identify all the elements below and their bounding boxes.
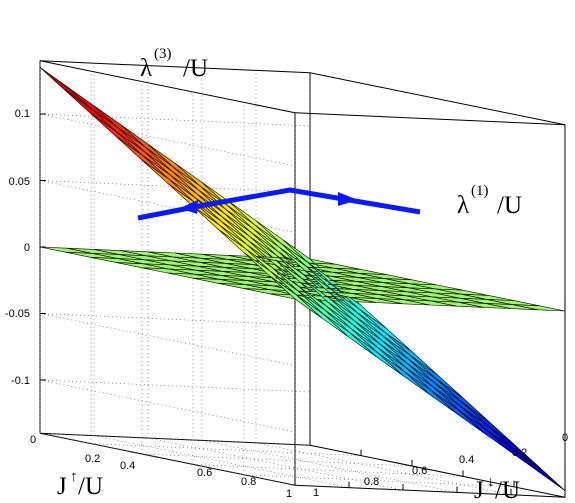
box-edge-back-5 xyxy=(294,112,566,126)
x-tick-label-3: 0.6 xyxy=(197,467,212,479)
svg-text:J: J xyxy=(474,477,484,503)
z-tick-label-0: 0.1 xyxy=(15,108,30,120)
box-edge-front-0 xyxy=(294,484,566,498)
surface-lambda3-patch-2-1 xyxy=(117,132,171,176)
surface-lambda3-patch-8-8 xyxy=(459,405,513,449)
surface-lambda3-patch-0-2 xyxy=(93,105,147,149)
level-path-arrows xyxy=(137,187,421,221)
surface-lambda3-patch-0-1 xyxy=(66,86,120,130)
svg-text:/U: /U xyxy=(78,473,103,500)
y-axis-label: J ↓ /U xyxy=(474,474,520,503)
box-edge-back-4 xyxy=(39,60,311,74)
arrow-head-left xyxy=(180,200,198,214)
y-tick-label-0: 0 xyxy=(562,432,568,444)
y-tick-label-4: 0.8 xyxy=(364,476,379,488)
y-tick-label-3: 0.6 xyxy=(412,465,427,477)
box-edge-back-8 xyxy=(39,432,311,446)
grid-z-wally-4 xyxy=(39,113,311,127)
svg-text:(1): (1) xyxy=(471,183,489,199)
surface-lambda3-patch-8-7 xyxy=(432,386,486,430)
svg-text:(3): (3) xyxy=(154,46,172,62)
surface-lambda3-patch-7-8 xyxy=(434,382,488,426)
x-tick-label-0: 0 xyxy=(30,434,36,446)
z-tick-label-1: 0.05 xyxy=(9,176,30,188)
svg-text:λ: λ xyxy=(457,192,469,219)
grid-z-wallx-4 xyxy=(39,113,296,167)
x-axis-label: J ↑ /U xyxy=(57,469,103,500)
arrow-head-right xyxy=(338,192,358,206)
grid-floor-y-3 xyxy=(201,440,458,493)
surface-lambda3-patch-1-1 xyxy=(92,109,146,153)
grid-floor-y-1 xyxy=(93,435,350,488)
grid-z-wallx-1 xyxy=(39,313,296,366)
x-tick-label-4: 0.8 xyxy=(241,476,256,488)
svg-text:/U: /U xyxy=(495,477,520,503)
svg-text:/U: /U xyxy=(497,192,522,219)
surface-label-lambda3: λ (3) /U xyxy=(140,46,208,82)
surface-lambda3-patch-0-0 xyxy=(39,67,93,111)
axis-ticks xyxy=(40,113,566,498)
surface-label-lambda1: λ (1) /U xyxy=(457,183,522,219)
surfaces xyxy=(39,67,566,491)
grid-floor-y-2 xyxy=(147,437,404,491)
surface-lambda3-patch-1-0 xyxy=(65,90,119,134)
z-tick-label-2: 0 xyxy=(24,242,30,254)
arrow-path-line xyxy=(137,187,421,221)
svg-text:↓: ↓ xyxy=(487,474,495,490)
y-tick-label-2: 0.4 xyxy=(459,454,474,466)
grid-floor-y-0 xyxy=(39,432,296,486)
grid-z-wallx-0 xyxy=(39,379,296,433)
y-tick-label-5: 1 xyxy=(313,487,319,499)
grid-z-wally-1 xyxy=(39,313,311,326)
grid-floor-y-4 xyxy=(255,442,512,496)
x-tick-label-1: 0.2 xyxy=(85,453,100,465)
surface-lambda3-patch-9-7 xyxy=(458,409,512,453)
svg-text:λ: λ xyxy=(140,55,152,82)
svg-text:↑: ↑ xyxy=(70,469,78,485)
surface-lambda3-patch-1-2 xyxy=(119,128,173,172)
box-edge-back-3 xyxy=(39,60,296,114)
axes-box-front xyxy=(294,124,566,498)
y-tick-label-1: 0.2 xyxy=(512,447,527,459)
x-tick-label-2: 0.4 xyxy=(120,460,135,472)
x-tick-label-5: 1 xyxy=(286,488,292,500)
box-edge-front-1 xyxy=(309,444,566,498)
svg-text:J: J xyxy=(57,473,67,500)
grid-z-wally-0 xyxy=(39,379,311,393)
svg-text:/U: /U xyxy=(183,55,208,82)
z-tick-label-4: -0.1 xyxy=(11,375,30,387)
z-tick-label-3: -0.05 xyxy=(5,308,30,320)
box-edge-back-6 xyxy=(309,72,566,126)
